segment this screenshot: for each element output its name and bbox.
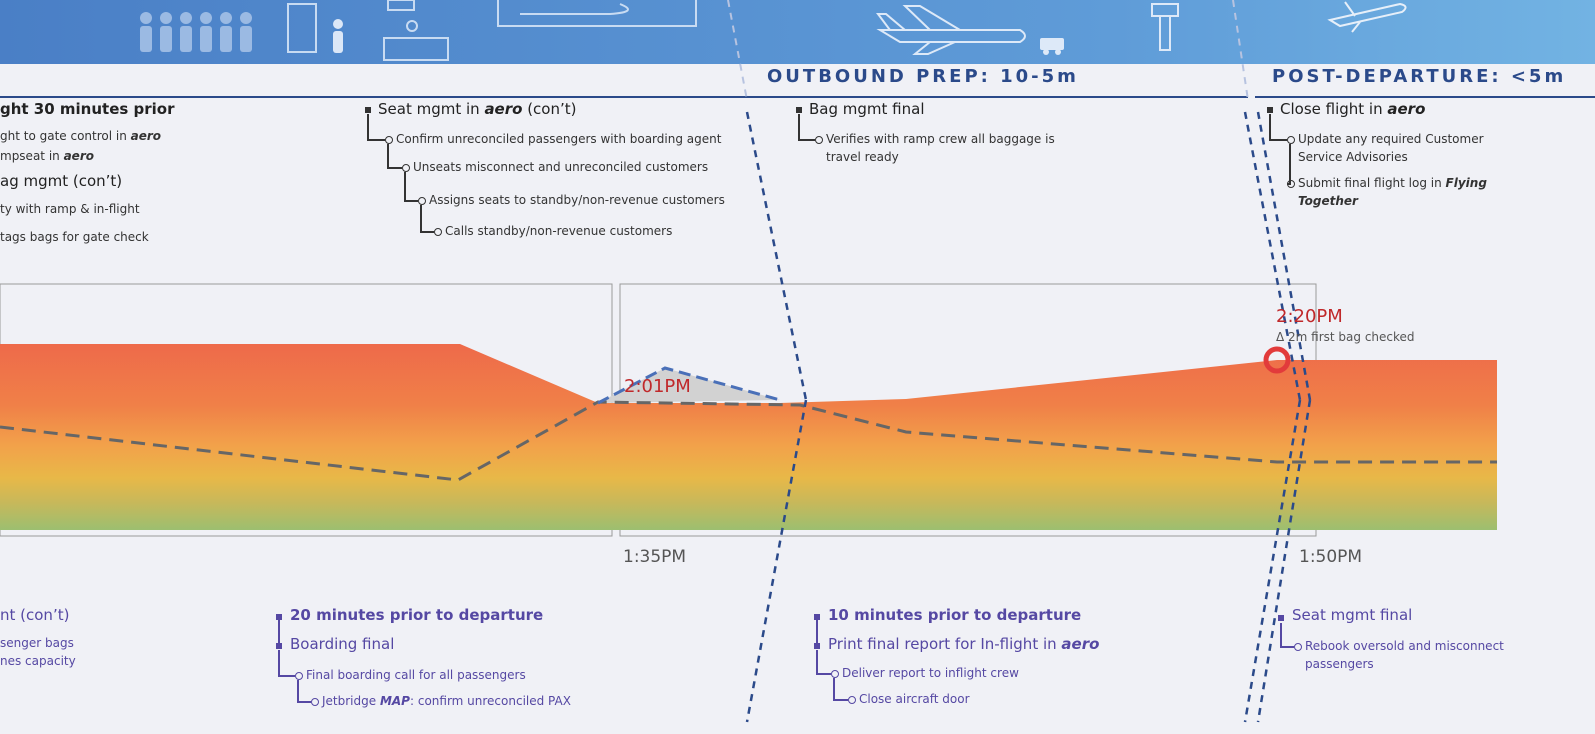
step-heading: ag mgmt (con’t)	[0, 172, 123, 190]
step-item: passengers	[1305, 657, 1374, 671]
step-item: Final boarding call for all passengers	[306, 668, 526, 682]
section-rule	[0, 96, 1248, 98]
airplane-icon	[876, 5, 1026, 55]
step-item: Submit final flight log in Flying	[1298, 176, 1487, 190]
step-item: Calls standby/non-revenue customers	[445, 224, 673, 238]
step-item: Unseats misconnect and unreconciled cust…	[413, 160, 709, 174]
boarding-pass-icon	[497, 0, 697, 27]
baggage-cart-icon	[1040, 38, 1064, 55]
alert-marker	[1263, 346, 1291, 374]
phase-label-post-departure: POST-DEPARTURE: <5m	[1272, 66, 1567, 87]
step-item: Together	[1298, 194, 1358, 208]
time-tick: 1:50PM	[1299, 547, 1363, 567]
step-heading: Close flight in aero	[1280, 100, 1426, 118]
step-item: Close aircraft door	[859, 692, 970, 706]
bullet-circle	[848, 696, 856, 704]
checkin-desk-icon	[383, 0, 449, 61]
passengers-icon	[140, 12, 252, 52]
step-heading: Print final report for In-flight in aero	[828, 635, 1100, 653]
step-item: Update any required Customer	[1298, 132, 1484, 146]
step-item: Assigns seats to standby/non-revenue cus…	[429, 193, 725, 207]
time-tick: 1:35PM	[623, 547, 687, 567]
bullet-circle	[311, 698, 319, 706]
bullet-circle	[295, 672, 303, 680]
step-heading: Seat mgmt in aero (con’t)	[378, 100, 577, 118]
step-item: travel ready	[826, 150, 899, 164]
bullet-circle	[831, 670, 839, 678]
person-icon	[333, 19, 343, 53]
step-item: senger bags	[0, 636, 74, 650]
step-heading: nt (con’t)	[0, 606, 70, 624]
bullet-square	[365, 107, 371, 113]
bullet-circle	[385, 136, 393, 144]
step-item: Confirm unreconciled passengers with boa…	[396, 132, 722, 146]
bullet-circle	[434, 228, 442, 236]
annotation-note: Δ 2m first bag checked	[1276, 330, 1415, 344]
bullet-circle	[418, 197, 426, 205]
annotation-time: 2:20PM	[1276, 306, 1343, 327]
section-rule-right	[1255, 96, 1595, 98]
bullet-circle	[815, 136, 823, 144]
annotation-time: 2:01PM	[624, 376, 691, 397]
connector-lines	[367, 114, 1291, 233]
step-item: ght to gate control in aero	[0, 129, 162, 143]
security-gate-icon	[287, 3, 317, 53]
step-heading: Bag mgmt final	[809, 100, 925, 118]
step-heading: 20 minutes prior to departure	[290, 606, 544, 624]
step-item: Service Advisories	[1298, 150, 1408, 164]
step-heading: 10 minutes prior to departure	[828, 606, 1082, 624]
bullet-square	[276, 614, 282, 620]
step-item: tags bags for gate check	[0, 230, 149, 244]
bullet-square	[1278, 615, 1284, 621]
step-item: Jetbridge MAP: confirm unreconciled PAX	[322, 694, 571, 708]
peak-dashed-line	[597, 366, 781, 405]
phase-label-outbound-prep: OUTBOUND PREP: 10-5m	[767, 66, 1079, 87]
bullet-square	[796, 107, 802, 113]
hero-illustration	[140, 0, 1407, 61]
bullet-square	[814, 614, 820, 620]
step-heading: Seat mgmt final	[1292, 606, 1413, 624]
heat-area	[0, 344, 1497, 530]
connector-lines-bottom	[278, 618, 1294, 703]
step-item: Deliver report to inflight crew	[842, 666, 1019, 680]
bullet-square	[1267, 107, 1273, 113]
bullet-circle	[1287, 136, 1295, 144]
control-tower-icon	[1151, 3, 1179, 51]
hero-boundaries	[727, 0, 1249, 101]
step-item: ty with ramp & in-flight	[0, 202, 140, 216]
bullet-circle	[402, 164, 410, 172]
step-heading: ght 30 minutes prior	[0, 100, 175, 118]
bullet-circle	[1294, 643, 1302, 651]
step-item: nes capacity	[0, 654, 76, 668]
excess-area	[598, 368, 780, 403]
trend-dashed-line	[0, 400, 1497, 482]
step-heading: Boarding final	[290, 635, 395, 653]
bullet-square	[814, 643, 820, 649]
step-item: mpseat in aero	[0, 149, 94, 163]
phase-boundaries	[745, 111, 1312, 723]
hero-banner	[0, 0, 1595, 64]
step-item: Rebook oversold and misconnect	[1305, 639, 1504, 653]
bullet-square	[276, 643, 282, 649]
step-item: Verifies with ramp crew all baggage is	[826, 132, 1055, 146]
departing-airplane-icon	[1327, 1, 1407, 33]
